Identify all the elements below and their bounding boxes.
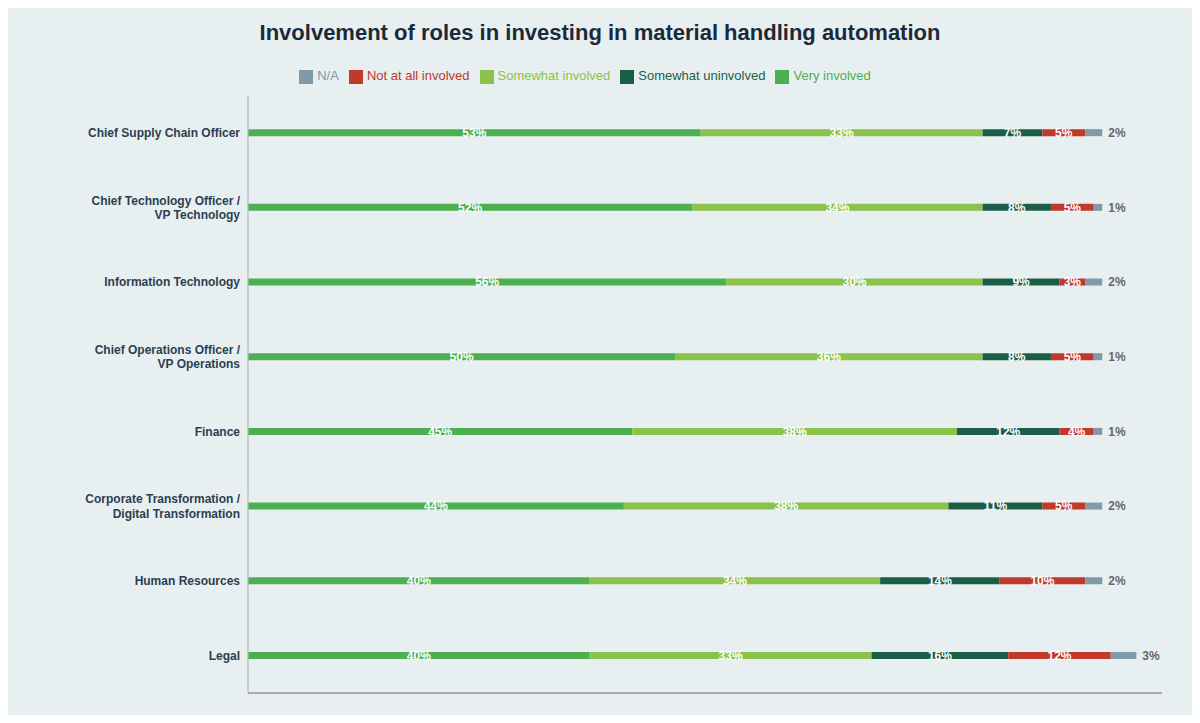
svg-text:11%: 11%	[984, 499, 1008, 513]
svg-text:2%: 2%	[1108, 126, 1126, 140]
svg-text:40%: 40%	[407, 574, 431, 588]
html-text:Not at all involved: Not at all involved	[366, 68, 470, 83]
svg-text:9%: 9%	[1012, 275, 1030, 289]
svg-text:2%: 2%	[1108, 574, 1126, 588]
svg-text:12%: 12%	[1047, 649, 1071, 663]
svg-text:12%: 12%	[996, 425, 1020, 439]
svg-text:Human Resources: Human Resources	[135, 574, 241, 588]
svg-text:Chief Operations Officer /VP O: Chief Operations Officer /VP Operations	[95, 343, 241, 371]
svg-text:40%: 40%	[407, 649, 431, 663]
html-text:Somewhat uninvolved: Somewhat uninvolved	[638, 68, 766, 83]
svg-text:Chief Technology Officer /VP T: Chief Technology Officer /VP Technology	[92, 194, 241, 222]
svg-text:44%: 44%	[424, 499, 448, 513]
svg-text:8%: 8%	[1008, 350, 1026, 364]
svg-text:5%: 5%	[1064, 201, 1082, 215]
svg-text:3%: 3%	[1064, 275, 1082, 289]
svg-text:1%: 1%	[1108, 350, 1126, 364]
svg-text:33%: 33%	[719, 649, 743, 663]
svg-text:56%: 56%	[475, 275, 499, 289]
svg-text:Finance: Finance	[195, 425, 241, 439]
svg-text:34%: 34%	[825, 201, 849, 215]
html-text:Somewhat involved: Somewhat involved	[497, 68, 611, 83]
svg-text:3%: 3%	[1142, 649, 1160, 663]
html-text:Involvement of roles in invest: Involvement of roles in investing in mat…	[259, 20, 941, 45]
svg-text:5%: 5%	[1064, 350, 1082, 364]
svg-text:50%: 50%	[450, 350, 474, 364]
html-text:N/A: N/A	[317, 68, 339, 83]
svg-text:52%: 52%	[458, 201, 482, 215]
svg-text:7%: 7%	[1004, 126, 1022, 140]
svg-text:33%: 33%	[830, 126, 854, 140]
html-text:Very involved: Very involved	[793, 68, 871, 83]
svg-text:1%: 1%	[1108, 201, 1126, 215]
svg-text:Information Technology: Information Technology	[104, 275, 240, 289]
svg-text:38%: 38%	[774, 499, 798, 513]
svg-text:4%: 4%	[1068, 425, 1086, 439]
svg-text:30%: 30%	[842, 275, 866, 289]
svg-text:14%: 14%	[928, 574, 952, 588]
svg-text:5%: 5%	[1055, 126, 1073, 140]
svg-text:34%: 34%	[723, 574, 747, 588]
svg-text:16%: 16%	[928, 649, 952, 663]
svg-text:Corporate Transformation /Digi: Corporate Transformation /Digital Transf…	[85, 492, 240, 520]
svg-text:53%: 53%	[462, 126, 486, 140]
svg-text:2%: 2%	[1108, 499, 1126, 513]
svg-text:8%: 8%	[1008, 201, 1026, 215]
svg-text:Chief Supply Chain Officer: Chief Supply Chain Officer	[88, 126, 240, 140]
svg-text:45%: 45%	[428, 425, 452, 439]
svg-text:1%: 1%	[1108, 425, 1126, 439]
svg-text:10%: 10%	[1030, 574, 1054, 588]
svg-text:36%: 36%	[817, 350, 841, 364]
svg-text:Legal: Legal	[209, 649, 240, 663]
svg-text:2%: 2%	[1108, 275, 1126, 289]
svg-text:38%: 38%	[783, 425, 807, 439]
svg-text:5%: 5%	[1055, 499, 1073, 513]
